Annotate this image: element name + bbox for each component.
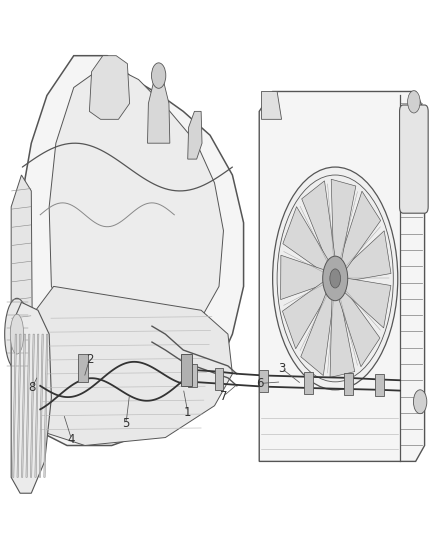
Polygon shape	[89, 55, 130, 119]
Bar	[375, 374, 385, 396]
Text: 5: 5	[122, 417, 130, 430]
Ellipse shape	[10, 314, 24, 354]
Polygon shape	[283, 207, 330, 274]
Text: 3: 3	[278, 362, 285, 375]
Polygon shape	[343, 231, 391, 281]
Polygon shape	[26, 334, 30, 478]
Text: 7: 7	[220, 390, 227, 402]
Bar	[181, 354, 192, 386]
Circle shape	[272, 167, 398, 390]
Polygon shape	[261, 92, 282, 119]
Polygon shape	[338, 287, 380, 367]
Ellipse shape	[5, 298, 29, 370]
Bar	[188, 365, 197, 386]
Polygon shape	[35, 334, 39, 478]
Polygon shape	[11, 175, 32, 350]
Polygon shape	[11, 302, 51, 493]
FancyBboxPatch shape	[399, 105, 428, 213]
Bar	[259, 370, 268, 392]
Polygon shape	[39, 334, 43, 478]
Circle shape	[408, 91, 420, 113]
Polygon shape	[17, 334, 21, 478]
Polygon shape	[13, 334, 17, 478]
Text: 6: 6	[256, 377, 264, 390]
Polygon shape	[301, 289, 334, 376]
Bar	[215, 368, 223, 390]
Polygon shape	[36, 286, 233, 446]
Polygon shape	[283, 280, 329, 349]
Polygon shape	[188, 111, 202, 159]
Text: 1: 1	[184, 406, 191, 418]
Text: 2: 2	[86, 353, 93, 366]
Polygon shape	[21, 334, 25, 478]
Circle shape	[413, 390, 427, 414]
Circle shape	[330, 269, 341, 288]
Circle shape	[152, 63, 166, 88]
Polygon shape	[49, 63, 223, 342]
Bar	[344, 373, 353, 395]
Polygon shape	[330, 294, 355, 377]
Polygon shape	[30, 334, 35, 478]
Polygon shape	[11, 55, 244, 446]
Bar	[304, 372, 313, 394]
Polygon shape	[259, 92, 424, 462]
Polygon shape	[148, 79, 170, 143]
Text: 8: 8	[28, 381, 36, 394]
Circle shape	[277, 175, 393, 382]
Text: 4: 4	[68, 433, 75, 446]
Circle shape	[323, 256, 348, 301]
Polygon shape	[44, 334, 48, 478]
Polygon shape	[302, 181, 336, 265]
Polygon shape	[339, 191, 381, 272]
Polygon shape	[281, 255, 326, 300]
Polygon shape	[343, 278, 391, 328]
Polygon shape	[331, 179, 356, 264]
Bar	[78, 354, 88, 382]
